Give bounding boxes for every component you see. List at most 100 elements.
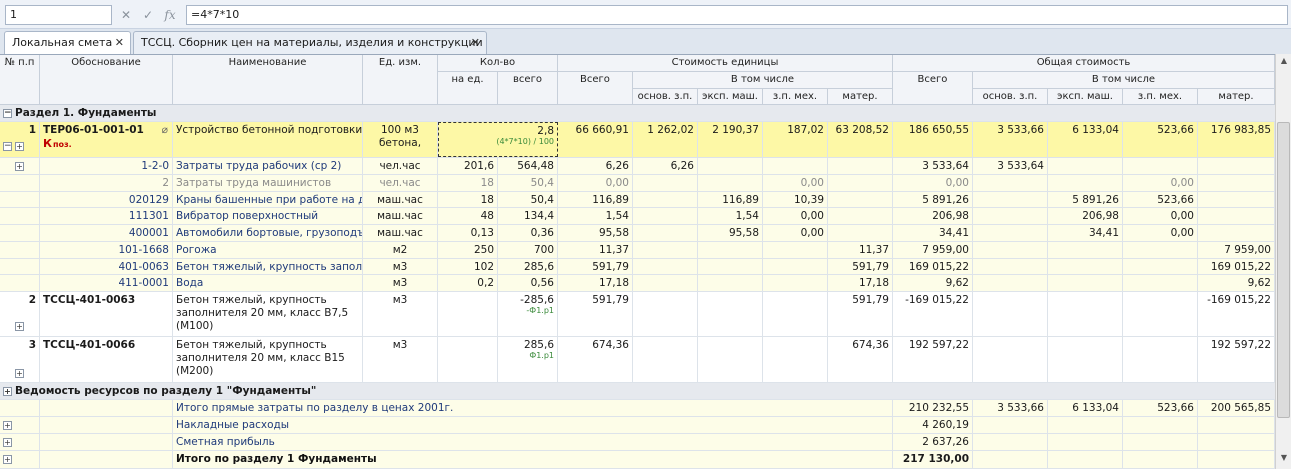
header-unit-osn[interactable]: основ. з.п. — [633, 89, 698, 105]
resource-u-mater[interactable]: 591,79 — [828, 258, 893, 275]
basis-cell[interactable] — [40, 451, 173, 468]
resource-qty-total[interactable]: 50,4 — [498, 174, 558, 191]
unit-mater[interactable]: 591,79 — [828, 292, 893, 336]
resource-qty-per-unit[interactable]: 0,13 — [438, 225, 498, 241]
header-total-all[interactable]: Всего — [893, 72, 973, 105]
basis-cell[interactable] — [40, 400, 173, 416]
section-row[interactable]: − Раздел 1. Фундаменты — [0, 105, 1275, 122]
total-osn[interactable] — [973, 451, 1048, 468]
total-mater[interactable]: 200 565,85 — [1198, 400, 1275, 416]
resource-row[interactable]: 400001 Автомобили бортовые, грузоподъе маш… — [0, 225, 1275, 242]
resource-u-osn[interactable] — [633, 258, 698, 275]
resource-t-zpmeh[interactable] — [1123, 258, 1198, 275]
total-osn[interactable] — [973, 292, 1048, 336]
resource-name[interactable]: Рогожа — [173, 241, 363, 258]
total-zpmeh[interactable] — [1123, 292, 1198, 336]
total-all[interactable]: 217 130,00 — [893, 451, 973, 468]
header-name[interactable]: Наименование — [173, 55, 363, 105]
expand-icon[interactable]: + — [3, 455, 12, 464]
unit-osn[interactable] — [633, 292, 698, 336]
total-all[interactable]: 4 260,19 — [893, 417, 973, 433]
resource-u-mater[interactable] — [828, 174, 893, 191]
header-unit-mater[interactable]: матер. — [828, 89, 893, 105]
header-unit-eksp[interactable]: эксп. маш. — [698, 89, 763, 105]
total-eksp[interactable]: 6 133,04 — [1048, 122, 1123, 157]
resource-t-eksp[interactable] — [1048, 275, 1123, 291]
resource-u-all[interactable]: 17,18 — [558, 275, 633, 291]
resource-u-mater[interactable] — [828, 225, 893, 241]
resource-u-eksp[interactable] — [698, 158, 763, 174]
total-row[interactable]: + Сметная прибыль 2 637,26 — [0, 434, 1275, 451]
header-total-zpmeh[interactable]: з.п. мех. — [1123, 89, 1198, 105]
scroll-down-icon[interactable]: ▼ — [1280, 453, 1288, 462]
qty-per-unit[interactable] — [438, 337, 498, 382]
total-zpmeh[interactable]: 523,66 — [1123, 400, 1198, 416]
unit-osn[interactable] — [633, 337, 698, 382]
vertical-scrollbar[interactable]: ▲ ▼ — [1275, 54, 1291, 469]
resource-unit[interactable]: маш.час — [363, 225, 438, 241]
unit-eksp[interactable] — [698, 292, 763, 336]
basis-cell[interactable] — [40, 434, 173, 450]
close-icon[interactable]: ✕ — [114, 36, 124, 49]
resource-qty-total[interactable]: 134,4 — [498, 208, 558, 224]
resource-qty-total[interactable]: 285,6 — [498, 258, 558, 275]
qty-per-unit[interactable] — [438, 292, 498, 336]
resource-name[interactable]: Вода — [173, 275, 363, 291]
resource-u-all[interactable]: 11,37 — [558, 241, 633, 258]
resource-row[interactable]: 111301 Вибратор поверхностный маш.час 48 134… — [0, 208, 1275, 225]
resource-row[interactable]: 411-0001 Вода м3 0,2 0,56 17,18 17,18 9,62 9,62 — [0, 275, 1275, 292]
header-unit-zpmeh[interactable]: з.п. мех. — [763, 89, 828, 105]
header-total-mater[interactable]: матер. — [1198, 89, 1275, 105]
header-unit[interactable]: Ед. изм. — [363, 55, 438, 105]
total-osn[interactable] — [973, 434, 1048, 450]
total-all[interactable]: 210 232,55 — [893, 400, 973, 416]
resource-t-zpmeh[interactable]: 0,00 — [1123, 208, 1198, 224]
resource-u-all[interactable]: 1,54 — [558, 208, 633, 224]
resource-t-mater[interactable] — [1198, 191, 1275, 208]
resource-qty-per-unit[interactable]: 18 — [438, 174, 498, 191]
name-cell[interactable]: Бетон тяжелый, крупность заполнителя 20 … — [173, 292, 363, 336]
total-all[interactable]: -169 015,22 — [893, 292, 973, 336]
expand-icon[interactable]: + — [3, 438, 12, 447]
resource-t-all[interactable]: 34,41 — [893, 225, 973, 241]
total-zpmeh[interactable] — [1123, 434, 1198, 450]
unit-eksp[interactable]: 2 190,37 — [698, 122, 763, 157]
resource-u-zpmeh[interactable] — [763, 258, 828, 275]
total-eksp[interactable] — [1048, 417, 1123, 433]
resource-qty-total[interactable]: 700 — [498, 241, 558, 258]
unit-cell[interactable]: м3 — [363, 337, 438, 382]
total-row[interactable]: + Накладные расходы 4 260,19 — [0, 417, 1275, 434]
total-eksp[interactable] — [1048, 434, 1123, 450]
total-zpmeh[interactable] — [1123, 417, 1198, 433]
section-row[interactable]: + Ведомость ресурсов по разделу 1 "Фунда… — [0, 383, 1275, 400]
resource-qty-per-unit[interactable]: 48 — [438, 208, 498, 224]
resource-name[interactable]: Краны башенные при работе на дру — [173, 191, 363, 208]
resource-t-zpmeh[interactable] — [1123, 241, 1198, 258]
total-all[interactable]: 186 650,55 — [893, 122, 973, 157]
total-all[interactable]: 2 637,26 — [893, 434, 973, 450]
resource-u-zpmeh[interactable] — [763, 241, 828, 258]
header-qty-per-unit[interactable]: на ед. — [438, 72, 498, 105]
resource-u-mater[interactable] — [828, 208, 893, 224]
total-mater[interactable] — [1198, 417, 1275, 433]
unit-zpmeh[interactable]: 187,02 — [763, 122, 828, 157]
collapse-icon[interactable]: − — [3, 108, 12, 118]
unit-zpmeh[interactable] — [763, 337, 828, 382]
name-cell[interactable]: Устройство бетонной подготовки — [173, 122, 363, 157]
paperclip-icon[interactable]: ⌀ — [161, 124, 168, 136]
resource-t-all[interactable]: 5 891,26 — [893, 191, 973, 208]
resource-u-osn[interactable]: 6,26 — [633, 158, 698, 174]
total-mater[interactable] — [1198, 434, 1275, 450]
total-osn[interactable] — [973, 337, 1048, 382]
resource-row[interactable]: 401-0063 Бетон тяжелый, крупность заполни… — [0, 258, 1275, 276]
function-icon[interactable]: fx — [164, 8, 176, 22]
resource-t-all[interactable]: 169 015,22 — [893, 258, 973, 275]
resource-code[interactable]: 101-1668 — [40, 241, 173, 258]
resource-row[interactable]: 020129 Краны башенные при работе на дру ма… — [0, 191, 1275, 209]
expand-icon[interactable]: + — [3, 421, 12, 430]
total-zpmeh[interactable] — [1123, 337, 1198, 382]
tab-price-catalog[interactable]: ТССЦ. Сборник цен на материалы, изделия … — [133, 31, 487, 54]
resource-unit[interactable]: м2 — [363, 241, 438, 258]
resource-t-osn[interactable]: 3 533,64 — [973, 158, 1048, 174]
resource-name[interactable]: Затраты труда машинистов — [173, 174, 363, 191]
